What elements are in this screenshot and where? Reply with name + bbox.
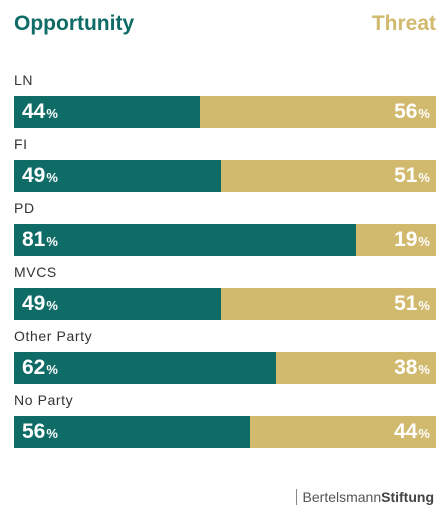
category-label: No Party bbox=[14, 392, 73, 408]
bar-row: No Party 56% 44% bbox=[14, 388, 436, 452]
bar-row: LN 44% 56% bbox=[14, 68, 436, 132]
bar-row: MVCS 49% 51% bbox=[14, 260, 436, 324]
category-label: MVCS bbox=[14, 264, 57, 280]
legend-opportunity: Opportunity bbox=[14, 12, 134, 36]
stacked-bar: 81% 19% bbox=[14, 224, 436, 256]
stacked-bar: 44% 56% bbox=[14, 96, 436, 128]
opportunity-bar: 56% bbox=[14, 416, 250, 448]
bar-row: FI 49% 51% bbox=[14, 132, 436, 196]
bar-row: Other Party 62% 38% bbox=[14, 324, 436, 388]
data-label: 44% bbox=[22, 96, 58, 130]
data-label: 56% bbox=[394, 96, 430, 130]
legend: Opportunity Threat bbox=[14, 12, 436, 42]
data-label: 19% bbox=[394, 224, 430, 258]
stacked-bar: 56% 44% bbox=[14, 416, 436, 448]
data-label: 44% bbox=[394, 416, 430, 450]
brand-logo: BertelsmannStiftung bbox=[296, 489, 434, 505]
stacked-bar: 49% 51% bbox=[14, 288, 436, 320]
data-label: 51% bbox=[394, 160, 430, 194]
chart-rows: LN 44% 56% FI 49% 51% PD 81% 19% MVCS 49% 51% Other … bbox=[14, 68, 436, 452]
category-label: FI bbox=[14, 136, 28, 152]
data-label: 49% bbox=[22, 288, 58, 322]
stacked-bar: 62% 38% bbox=[14, 352, 436, 384]
bar-row: PD 81% 19% bbox=[14, 196, 436, 260]
threat-bar: 38% bbox=[276, 352, 436, 384]
legend-threat: Threat bbox=[372, 12, 436, 36]
threat-bar: 51% bbox=[221, 160, 436, 192]
data-label: 49% bbox=[22, 160, 58, 194]
data-label: 81% bbox=[22, 224, 58, 258]
threat-bar: 51% bbox=[221, 288, 436, 320]
opportunity-bar: 44% bbox=[14, 96, 200, 128]
threat-bar: 44% bbox=[250, 416, 436, 448]
opportunity-bar: 49% bbox=[14, 160, 221, 192]
threat-bar: 19% bbox=[356, 224, 436, 256]
opportunity-bar: 62% bbox=[14, 352, 276, 384]
stacked-bar: 49% 51% bbox=[14, 160, 436, 192]
threat-bar: 56% bbox=[200, 96, 436, 128]
data-label: 62% bbox=[22, 352, 58, 386]
brand-name-part1: Bertelsmann bbox=[303, 489, 382, 505]
category-label: LN bbox=[14, 72, 33, 88]
data-label: 51% bbox=[394, 288, 430, 322]
category-label: PD bbox=[14, 200, 35, 216]
data-label: 56% bbox=[22, 416, 58, 450]
opportunity-bar: 81% bbox=[14, 224, 356, 256]
brand-name-part2: Stiftung bbox=[381, 489, 434, 505]
opportunity-bar: 49% bbox=[14, 288, 221, 320]
category-label: Other Party bbox=[14, 328, 92, 344]
data-label: 38% bbox=[394, 352, 430, 386]
